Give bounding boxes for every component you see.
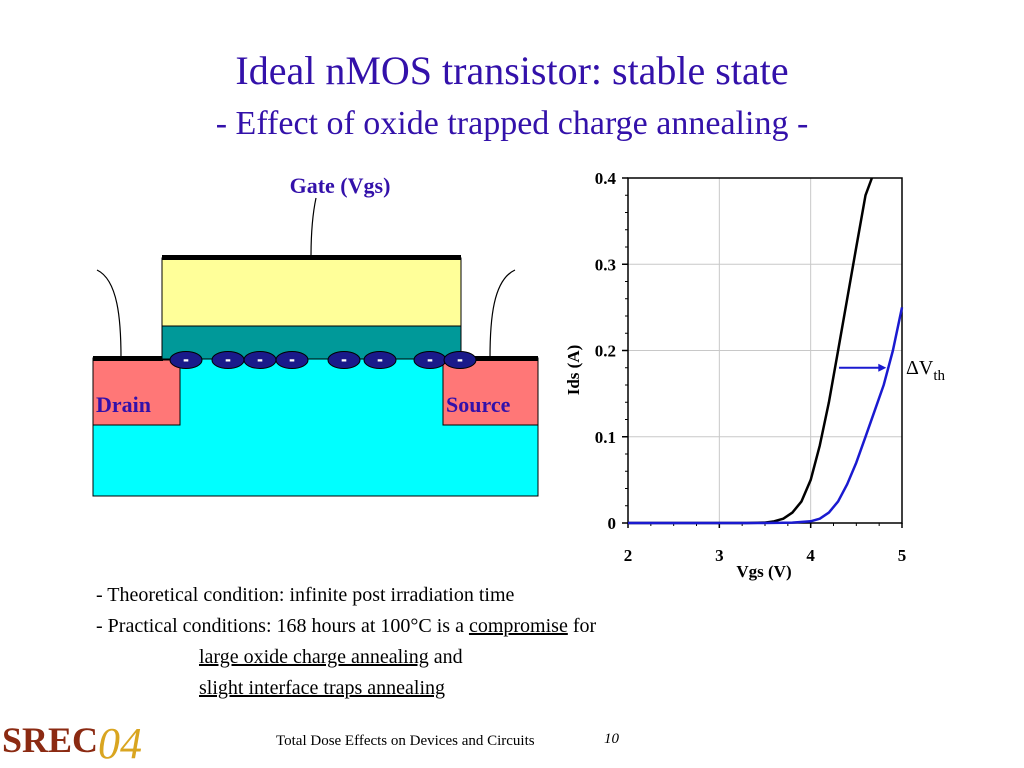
bullet-theoretical: - Theoretical condition: infinite post i… <box>96 584 515 606</box>
drain-region <box>92 359 181 426</box>
logo-year: 04 <box>98 719 142 768</box>
trapped-charge: - <box>363 349 397 369</box>
charge-sign: - <box>289 349 295 369</box>
y-tick-label: 0.2 <box>595 342 616 361</box>
series-line-2 <box>628 307 904 525</box>
delta-vth-annotation: ΔVth <box>839 357 945 384</box>
delta-arrow-head <box>878 363 887 372</box>
source-label: Source <box>446 392 511 417</box>
gate-label: Gate (Vgs) <box>290 173 391 198</box>
x-tick-label: 5 <box>898 546 907 565</box>
x-tick-label: 2 <box>624 546 633 565</box>
trapped-charges: -------- <box>169 349 477 369</box>
bullet-practical-text: - Practical conditions: 168 hours at 100… <box>96 615 469 637</box>
trapped-charge: - <box>169 349 203 369</box>
charge-sign: - <box>457 349 463 369</box>
trapped-charge: - <box>211 349 245 369</box>
drain-wire <box>96 269 122 359</box>
y-axis-label: Ids (A) <box>564 345 583 396</box>
trapped-charge: - <box>275 349 309 369</box>
charge-sign: - <box>377 349 383 369</box>
interface-annealing-text: slight interface traps annealing <box>199 677 446 699</box>
trapped-charge: - <box>443 349 477 369</box>
slide-title: Ideal nMOS transistor: stable state <box>235 48 789 93</box>
source-wire <box>489 269 516 359</box>
bullet-compromise: compromise <box>468 615 568 637</box>
charge-sign: - <box>341 349 347 369</box>
trapped-charge: - <box>413 349 447 369</box>
nmos-cross-section: Gate (Vgs) Drain Source - - - - - - - - <box>92 173 539 497</box>
chart-grid <box>628 178 902 523</box>
drain-label: Drain <box>96 392 151 417</box>
bullet-oxide-annealing: large oxide charge annealing and <box>96 642 856 673</box>
gate-contact-line <box>162 255 461 260</box>
bullet-list: - Theoretical condition: infinite post i… <box>96 580 856 704</box>
x-tick-label: 3 <box>715 546 724 565</box>
trapped-charge: - <box>327 349 361 369</box>
bullet-practical-end: for <box>567 615 597 637</box>
footer-text: Total Dose Effects on Devices and Circui… <box>276 733 535 749</box>
x-tick-label: 4 <box>806 546 815 565</box>
bullet-practical: - Practical conditions: 168 hours at 100… <box>96 611 856 642</box>
chart-series <box>628 177 904 525</box>
source-contact-line <box>461 356 538 361</box>
charge-sign: - <box>225 349 231 369</box>
gate-wire <box>310 197 317 258</box>
gate-oxide <box>161 325 462 360</box>
charge-sign: - <box>427 349 433 369</box>
charge-sign: - <box>183 349 189 369</box>
bullet-interface-annealing: slight interface traps annealing <box>96 673 856 704</box>
slide-subtitle: - Effect of oxide trapped charge anneali… <box>215 105 809 142</box>
y-tick-label: 0 <box>608 514 617 533</box>
x-axis-label: Vgs (V) <box>736 562 791 581</box>
chart-ticks: 2 3 4 5 0 0.1 0.2 0.3 0.4 <box>595 169 907 565</box>
ids-vgs-chart: 2 3 4 5 0 0.1 0.2 0.3 0.4 Ids (A) Vgs (V) ΔVth <box>564 169 945 581</box>
page-number: 10 <box>604 731 619 747</box>
delta-vth-label: ΔVth <box>906 357 945 384</box>
y-tick-label: 0.4 <box>595 169 617 188</box>
logo-text: SREC <box>2 720 98 760</box>
oxide-annealing-and: and <box>428 646 463 668</box>
charge-sign: - <box>257 349 263 369</box>
oxide-annealing-text: large oxide charge annealing <box>199 646 429 668</box>
y-tick-label: 0.1 <box>595 428 616 447</box>
gate-electrode <box>161 257 462 327</box>
drain-contact-line <box>93 356 163 361</box>
y-tick-label: 0.3 <box>595 255 616 274</box>
srec-logo: SREC 04 <box>2 719 142 768</box>
